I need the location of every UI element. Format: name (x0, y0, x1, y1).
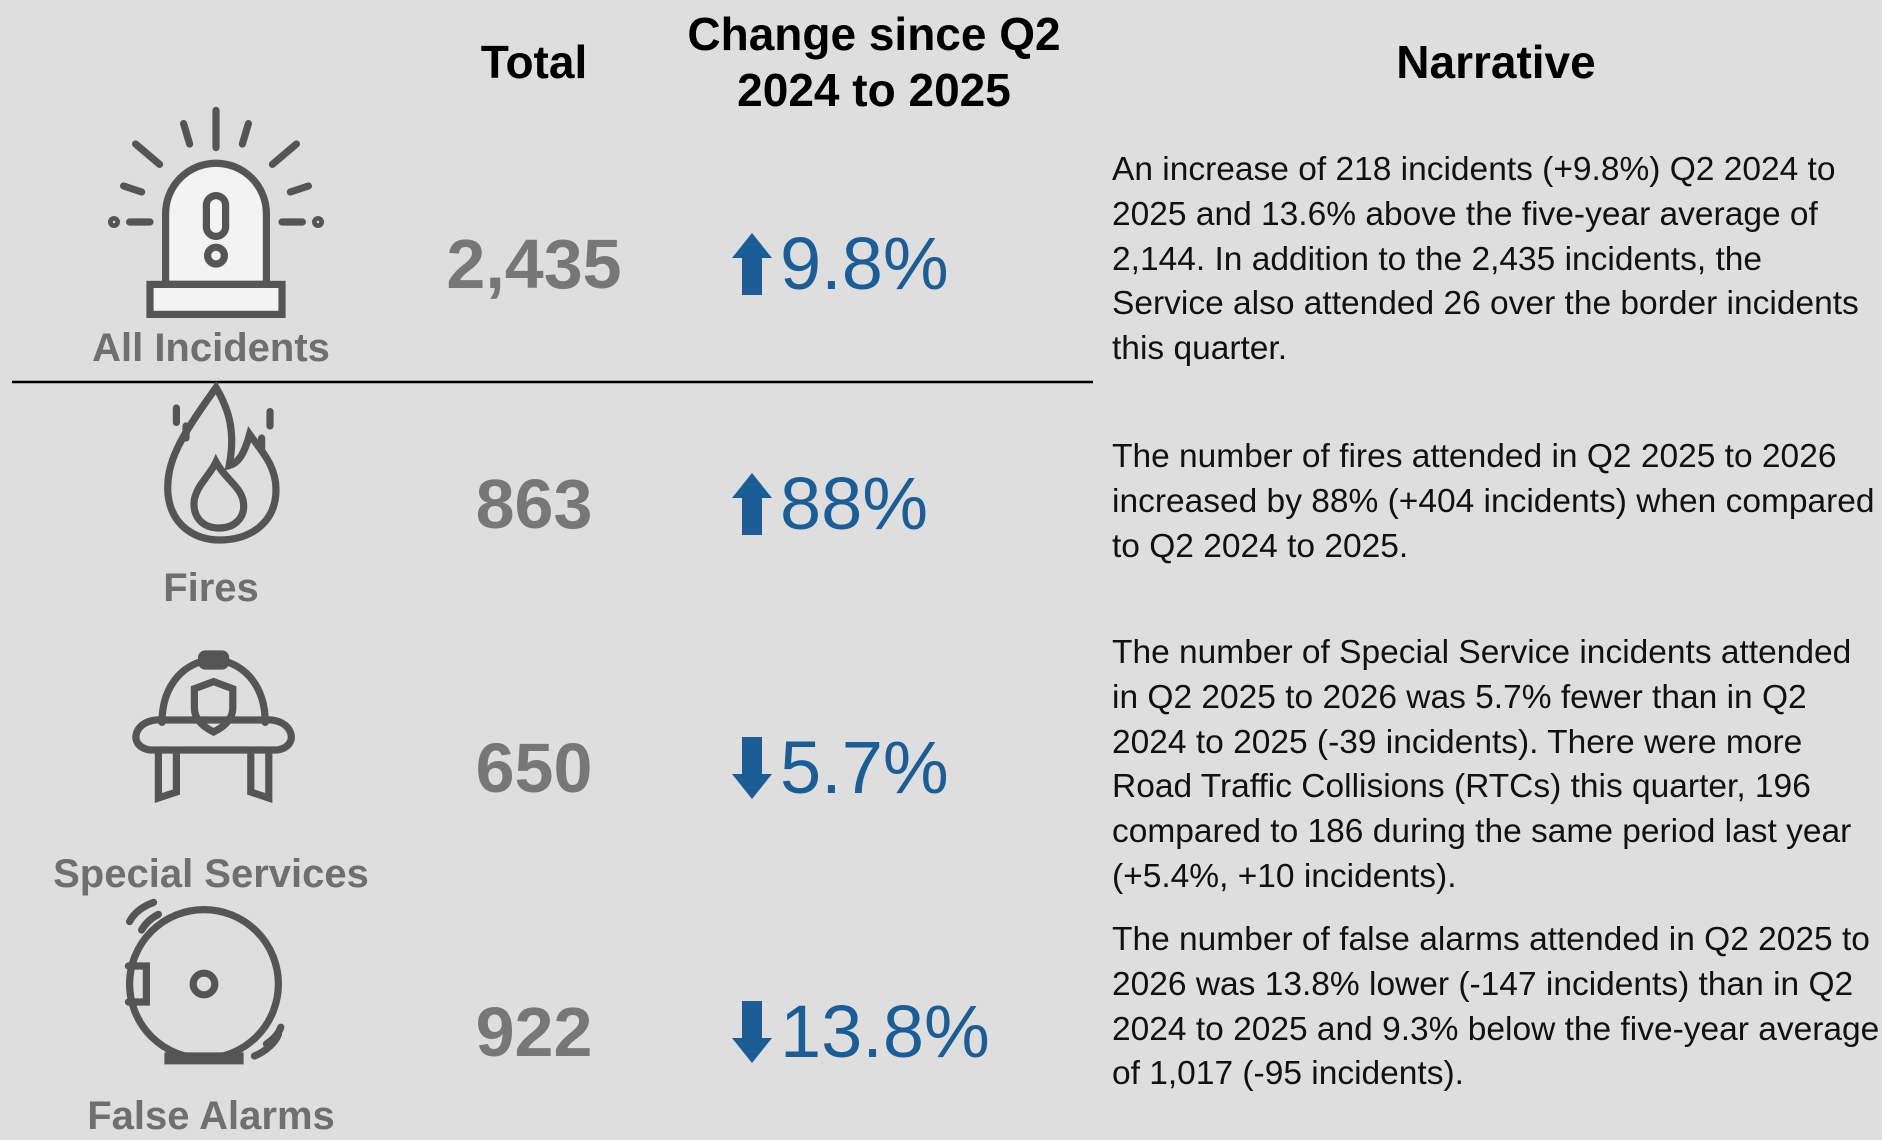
row-narrative: The number of Special Service incidents … (1112, 634, 1852, 895)
arrow-up (732, 233, 772, 295)
row-label: False Alarms (87, 1094, 335, 1138)
row-label: Special Services (53, 852, 369, 896)
header-narrative: Narrative (1396, 36, 1596, 88)
siren-icon (108, 106, 325, 319)
row-total: 650 (475, 729, 593, 807)
row-label: Fires (163, 566, 259, 610)
row-narrative: The number of false alarms attended in Q… (1112, 921, 1880, 1093)
row-total: 863 (475, 465, 593, 543)
arrow-down (732, 1001, 772, 1063)
row-change: 88% (780, 462, 929, 545)
flame-icon (164, 381, 280, 544)
arrow-up (732, 473, 772, 535)
row-label: All Incidents (92, 326, 330, 370)
row-narrative: The number of fires attended in Q2 2025 … (1112, 438, 1875, 565)
header-total: Total (480, 36, 588, 88)
helmet-icon (132, 650, 295, 803)
header-change: Change since Q2 2024 to 2025 (687, 8, 1061, 116)
row-change: 13.8% (780, 990, 990, 1073)
row-change: 9.8% (780, 222, 949, 305)
bell-icon (124, 898, 285, 1065)
row-total: 2,435 (446, 225, 622, 303)
row-narrative: An increase of 218 incidents (+9.8%) Q2 … (1112, 151, 1859, 368)
arrow-down (732, 737, 772, 799)
row-change: 5.7% (780, 726, 949, 809)
icons (108, 106, 325, 1065)
row-total: 922 (475, 993, 593, 1071)
